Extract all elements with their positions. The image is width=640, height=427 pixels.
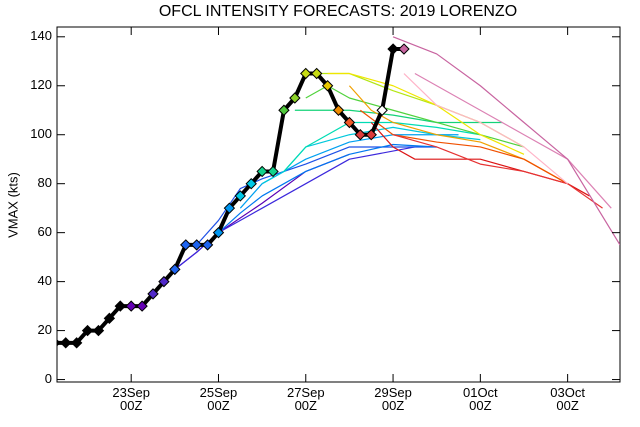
track-marker bbox=[267, 165, 279, 178]
forecast-line bbox=[294, 109, 503, 124]
track-marker bbox=[158, 275, 170, 288]
plot-frame bbox=[56, 26, 621, 383]
track-marker bbox=[190, 239, 203, 251]
forecast-line bbox=[392, 36, 620, 246]
track-marker bbox=[300, 67, 312, 80]
y-tick-label: 140 bbox=[30, 28, 52, 43]
track-marker bbox=[234, 190, 247, 202]
forecast-line bbox=[403, 73, 569, 185]
x-tick-label: 29Sep 00Z bbox=[374, 385, 412, 413]
track-marker bbox=[310, 67, 323, 80]
track-marker bbox=[354, 129, 367, 141]
track-marker bbox=[245, 177, 257, 190]
chart-title: OFCL INTENSITY FORECASTS: 2019 LORENZO bbox=[159, 3, 517, 20]
track-marker bbox=[289, 92, 301, 104]
forecast-line bbox=[392, 134, 603, 209]
track-marker bbox=[278, 104, 290, 116]
track-marker bbox=[343, 116, 356, 129]
track-marker bbox=[70, 337, 83, 349]
track-marker bbox=[332, 104, 345, 116]
y-tick-label: 60 bbox=[38, 224, 52, 239]
x-tick-label: 03Oct 00Z bbox=[550, 385, 585, 413]
track-marker bbox=[180, 239, 192, 251]
track-marker bbox=[365, 129, 377, 141]
y-tick-label: 120 bbox=[30, 77, 52, 92]
track-marker bbox=[147, 288, 159, 300]
track-marker bbox=[256, 165, 268, 178]
track-marker bbox=[136, 300, 148, 312]
y-tick-label: 40 bbox=[38, 273, 52, 288]
forecast-line bbox=[359, 109, 568, 185]
forecast-line bbox=[414, 72, 612, 209]
best-track-line bbox=[57, 47, 404, 345]
forecast-line bbox=[370, 122, 590, 197]
track-marker bbox=[223, 202, 236, 214]
forecast-line bbox=[218, 143, 437, 234]
y-tick-label: 20 bbox=[38, 322, 52, 337]
track-marker bbox=[81, 324, 94, 337]
x-tick-label: 23Sep 00Z bbox=[112, 385, 150, 413]
y-tick-label: 80 bbox=[38, 175, 52, 190]
x-tick-label: 25Sep 00Z bbox=[199, 385, 238, 413]
track-marker bbox=[201, 239, 214, 251]
track-marker bbox=[321, 80, 334, 92]
y-tick-label: 100 bbox=[30, 126, 52, 141]
track-marker bbox=[212, 226, 225, 239]
y-axis-label: VMAX (kts) bbox=[5, 172, 20, 238]
track-marker bbox=[125, 300, 137, 312]
y-tick-label: 0 bbox=[45, 371, 52, 386]
track-marker bbox=[387, 43, 399, 55]
x-tick-label: 27Sep 00Z bbox=[286, 385, 325, 413]
plot-area bbox=[57, 36, 620, 349]
forecast-line bbox=[327, 72, 525, 155]
forecast-line bbox=[174, 146, 415, 270]
track-marker bbox=[103, 312, 116, 325]
track-marker bbox=[376, 104, 388, 116]
track-marker bbox=[169, 263, 181, 276]
track-marker bbox=[92, 324, 105, 337]
x-tick-label: 01Oct 00Z bbox=[462, 385, 498, 413]
track-marker bbox=[57, 339, 61, 347]
forecast-line bbox=[196, 146, 437, 246]
track-marker bbox=[60, 337, 72, 349]
track-marker bbox=[114, 300, 126, 312]
track-marker bbox=[398, 43, 410, 55]
